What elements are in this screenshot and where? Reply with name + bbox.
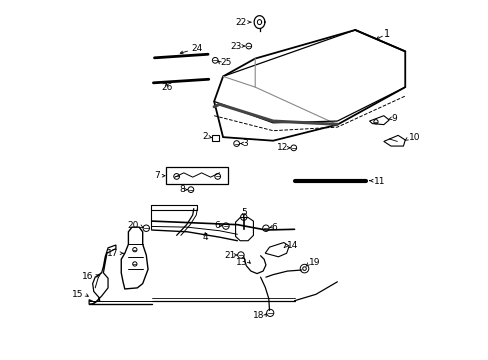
Text: 2: 2 <box>202 132 207 141</box>
Text: 8: 8 <box>179 185 185 194</box>
Text: 14: 14 <box>286 240 297 249</box>
Text: 7: 7 <box>153 171 159 180</box>
Text: 5: 5 <box>241 208 246 217</box>
Text: 13: 13 <box>235 258 247 267</box>
Text: 25: 25 <box>220 58 231 67</box>
Text: 3: 3 <box>242 139 248 148</box>
Text: 16: 16 <box>82 272 94 281</box>
Text: 19: 19 <box>308 258 320 267</box>
Text: 20: 20 <box>127 221 139 230</box>
Text: 1: 1 <box>384 28 389 39</box>
Text: 6: 6 <box>214 221 220 230</box>
Text: 22: 22 <box>235 18 246 27</box>
Text: 18: 18 <box>252 311 264 320</box>
Text: 17: 17 <box>107 249 119 258</box>
Text: 15: 15 <box>71 290 83 299</box>
Text: 12: 12 <box>276 143 287 152</box>
Text: 21: 21 <box>224 251 235 260</box>
Text: 10: 10 <box>408 133 420 142</box>
Text: 23: 23 <box>230 41 241 50</box>
Text: 4: 4 <box>202 233 207 242</box>
Text: 26: 26 <box>161 83 172 92</box>
Text: 6: 6 <box>271 222 277 231</box>
Text: 24: 24 <box>191 44 203 53</box>
Text: 9: 9 <box>391 114 397 123</box>
Text: 11: 11 <box>373 176 385 185</box>
